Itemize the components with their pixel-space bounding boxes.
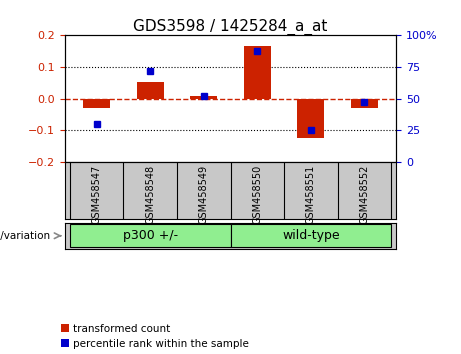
Bar — [83, 99, 110, 108]
Legend: transformed count, percentile rank within the sample: transformed count, percentile rank withi… — [60, 324, 249, 349]
FancyBboxPatch shape — [230, 224, 391, 247]
Title: GDS3598 / 1425284_a_at: GDS3598 / 1425284_a_at — [133, 19, 328, 35]
Bar — [190, 96, 217, 99]
Text: genotype/variation: genotype/variation — [0, 231, 51, 241]
Text: wild-type: wild-type — [282, 229, 340, 242]
Text: GSM458547: GSM458547 — [92, 165, 102, 224]
Bar — [244, 46, 271, 99]
FancyBboxPatch shape — [70, 224, 230, 247]
Text: GSM458550: GSM458550 — [252, 165, 262, 224]
Bar — [297, 99, 324, 138]
Text: GSM458548: GSM458548 — [145, 165, 155, 224]
Bar — [351, 99, 378, 108]
Text: GSM458552: GSM458552 — [359, 165, 369, 224]
Bar — [137, 82, 164, 99]
Text: GSM458549: GSM458549 — [199, 165, 209, 224]
Text: GSM458551: GSM458551 — [306, 165, 316, 224]
Text: p300 +/-: p300 +/- — [123, 229, 178, 242]
